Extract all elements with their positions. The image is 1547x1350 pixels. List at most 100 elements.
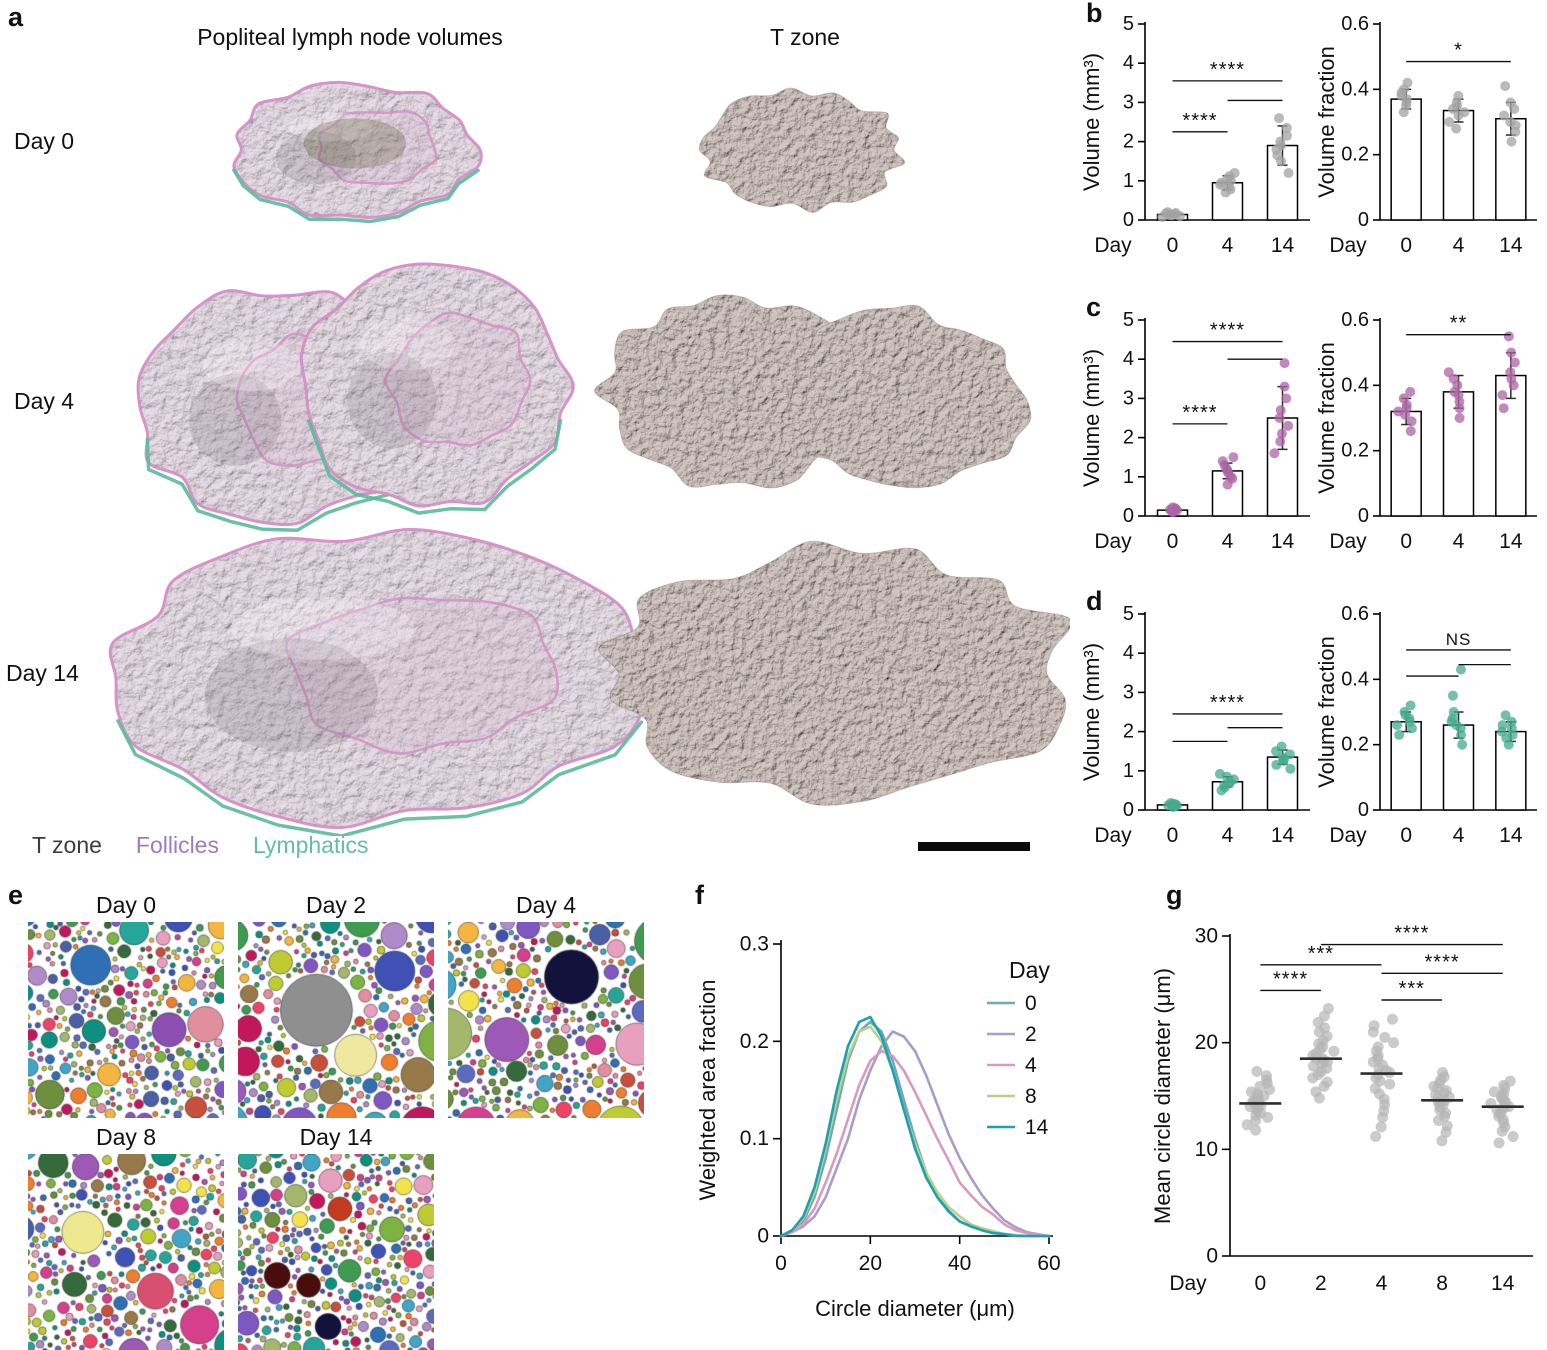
chart-c-volume: 0 1 2 3 4 5 Volume (mm³) 0 4 14 Day **** **** bbox=[1083, 309, 1310, 553]
svg-text:***: *** bbox=[1308, 943, 1334, 965]
circle-packing-day-2 bbox=[238, 922, 434, 1118]
svg-text:4: 4 bbox=[1123, 642, 1134, 664]
svg-text:14: 14 bbox=[1499, 530, 1523, 553]
svg-text:3: 3 bbox=[1123, 681, 1134, 703]
svg-text:****: **** bbox=[1210, 59, 1245, 81]
panel-e-label: e bbox=[8, 880, 24, 910]
legend-lymphatics: Lymphatics bbox=[252, 832, 369, 858]
svg-text:2: 2 bbox=[1315, 1272, 1327, 1295]
circle-packing-day-0 bbox=[28, 922, 224, 1118]
svg-text:0.1: 0.1 bbox=[740, 1127, 769, 1150]
lymph-node-3d-renders bbox=[108, 80, 1070, 836]
row-label-day0: Day 0 bbox=[14, 128, 75, 154]
chart-d-volume: 0 1 2 3 4 5 Volume (mm³) 0 4 14 Day **** bbox=[1083, 603, 1310, 847]
svg-text:14: 14 bbox=[1271, 824, 1295, 847]
circle-packing-day-8 bbox=[28, 1154, 224, 1350]
row-label-day14: Day 14 bbox=[6, 660, 79, 686]
svg-text:0: 0 bbox=[775, 1252, 787, 1275]
svg-text:Day: Day bbox=[1094, 234, 1132, 257]
panel-f-label: f bbox=[695, 880, 704, 910]
svg-text:****: **** bbox=[1273, 968, 1308, 990]
panel-g-label: g bbox=[1166, 880, 1183, 910]
scale-bar bbox=[918, 842, 1030, 851]
svg-text:3: 3 bbox=[1123, 387, 1134, 409]
svg-text:4: 4 bbox=[1453, 234, 1465, 257]
svg-text:0: 0 bbox=[1400, 824, 1412, 847]
svg-text:Day: Day bbox=[1329, 234, 1367, 257]
svg-text:0: 0 bbox=[1358, 799, 1369, 821]
svg-text:8: 8 bbox=[1436, 1272, 1448, 1295]
svg-text:0: 0 bbox=[1123, 209, 1134, 231]
svg-text:****: **** bbox=[1182, 402, 1217, 424]
svg-text:30: 30 bbox=[1195, 925, 1218, 948]
svg-text:14: 14 bbox=[1271, 530, 1295, 553]
panel-a-tzone-title: T zone bbox=[770, 24, 840, 50]
svg-text:4: 4 bbox=[1222, 824, 1234, 847]
svg-text:****: **** bbox=[1210, 320, 1245, 342]
svg-text:1: 1 bbox=[1123, 170, 1134, 192]
svg-text:5: 5 bbox=[1123, 13, 1134, 35]
chart-b-volume: 0 1 2 3 4 5 Volume (mm³) 0 4 14 Day **** **** bbox=[1083, 13, 1310, 257]
tile-title-day4: Day 4 bbox=[515, 892, 577, 918]
svg-text:Mean circle diameter (μm): Mean circle diameter (μm) bbox=[1150, 968, 1175, 1224]
legend-follicles: Follicles bbox=[135, 832, 219, 858]
svg-text:0.3: 0.3 bbox=[740, 933, 769, 956]
svg-text:5: 5 bbox=[1123, 603, 1134, 625]
svg-text:1: 1 bbox=[1123, 760, 1134, 782]
svg-text:0: 0 bbox=[1167, 234, 1179, 257]
svg-text:4: 4 bbox=[1453, 530, 1465, 553]
panel-a-label: a bbox=[8, 2, 24, 32]
svg-text:2: 2 bbox=[1123, 427, 1134, 449]
svg-text:****: **** bbox=[1182, 110, 1217, 132]
chart-g-mean-circle-diameter: 0 10 20 30 Mean circle diameter (μm) 0 2 4 8 14 Da… bbox=[1150, 923, 1533, 1295]
svg-text:Day: Day bbox=[1329, 824, 1367, 847]
svg-text:4: 4 bbox=[1025, 1054, 1037, 1077]
svg-text:0: 0 bbox=[1400, 234, 1412, 257]
legend-t-zone: T zone bbox=[32, 832, 102, 858]
svg-text:14: 14 bbox=[1025, 1116, 1049, 1139]
tile-title-day14: Day 14 bbox=[299, 1124, 373, 1150]
svg-text:***: *** bbox=[1399, 978, 1425, 1000]
svg-text:0: 0 bbox=[1167, 824, 1179, 847]
svg-text:0: 0 bbox=[1254, 1272, 1266, 1295]
svg-text:Day: Day bbox=[1094, 824, 1132, 847]
svg-text:14: 14 bbox=[1499, 824, 1523, 847]
svg-text:60: 60 bbox=[1037, 1252, 1060, 1275]
svg-text:14: 14 bbox=[1271, 234, 1295, 257]
svg-text:1: 1 bbox=[1123, 466, 1134, 488]
svg-text:Day: Day bbox=[1329, 530, 1367, 553]
svg-text:0.4: 0.4 bbox=[1341, 374, 1369, 396]
svg-text:4: 4 bbox=[1376, 1272, 1388, 1295]
svg-text:4: 4 bbox=[1222, 530, 1234, 553]
svg-text:Volume (mm³): Volume (mm³) bbox=[1083, 349, 1104, 487]
svg-text:2: 2 bbox=[1123, 721, 1134, 743]
svg-text:3: 3 bbox=[1123, 91, 1134, 113]
svg-text:0.4: 0.4 bbox=[1341, 668, 1369, 690]
circle-packing-day-14 bbox=[238, 1154, 434, 1350]
svg-text:NS: NS bbox=[1446, 630, 1472, 649]
svg-text:10: 10 bbox=[1195, 1138, 1218, 1161]
svg-text:0: 0 bbox=[1025, 992, 1037, 1015]
svg-text:Weighted area fraction: Weighted area fraction bbox=[695, 980, 720, 1201]
svg-text:4: 4 bbox=[1453, 824, 1465, 847]
svg-text:Day: Day bbox=[1094, 530, 1132, 553]
tile-title-day2: Day 2 bbox=[305, 892, 367, 918]
svg-text:**: ** bbox=[1450, 313, 1468, 335]
svg-text:0: 0 bbox=[1206, 1245, 1218, 1268]
svg-text:0: 0 bbox=[1167, 530, 1179, 553]
panel-a-volumes-title: Popliteal lymph node volumes bbox=[197, 24, 503, 50]
tile-title-day8: Day 8 bbox=[95, 1124, 157, 1150]
svg-text:Volume (mm³): Volume (mm³) bbox=[1083, 53, 1104, 191]
svg-text:0: 0 bbox=[1123, 799, 1134, 821]
row-label-day4: Day 4 bbox=[14, 388, 75, 414]
tile-title-day0: Day 0 bbox=[95, 892, 157, 918]
svg-text:0: 0 bbox=[1358, 209, 1369, 231]
svg-text:0.2: 0.2 bbox=[740, 1030, 769, 1053]
svg-text:14: 14 bbox=[1491, 1272, 1515, 1295]
svg-text:5: 5 bbox=[1123, 309, 1134, 331]
svg-text:****: **** bbox=[1425, 951, 1460, 973]
